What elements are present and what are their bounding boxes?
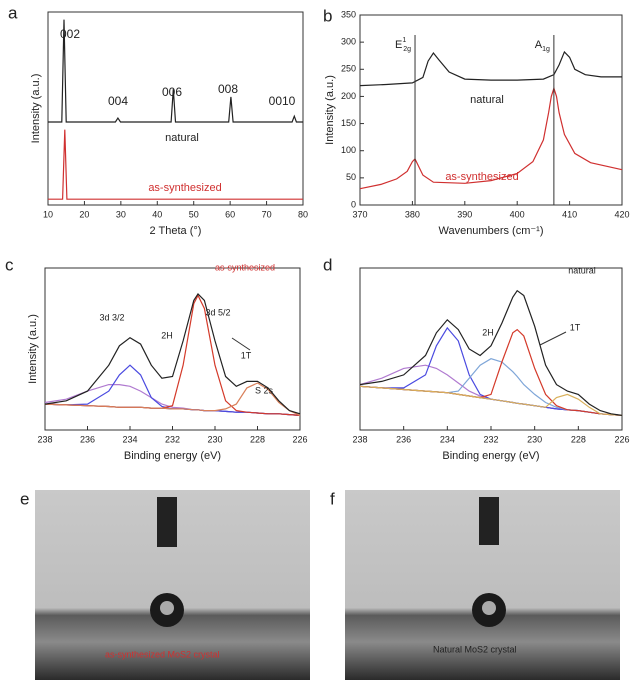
panel-label: d [323, 255, 332, 274]
annotation: S 2s [255, 385, 274, 395]
plot-frame [359, 267, 623, 431]
x-axis-label: Binding energy (eV) [442, 450, 539, 462]
photo-caption: as-synthesized MoS2 crystal [105, 649, 220, 659]
photo-f: f Natural MoS2 crystal [330, 489, 620, 680]
y-tick-label: 150 [341, 118, 356, 128]
series-line [44, 294, 301, 416]
marker-label-main: A [535, 39, 543, 51]
marker-label-sup: 1 [402, 37, 406, 44]
annotation: 1T [570, 322, 581, 332]
y-axis-label: Intensity (a.u.) [30, 74, 42, 144]
marker-label-main: E [395, 39, 402, 51]
marker-label-sub: 1g [542, 46, 550, 53]
series-line [359, 50, 622, 87]
panel-label: f [330, 489, 335, 508]
marker-label: E1 2g [395, 37, 411, 53]
y-tick-label: 300 [341, 37, 356, 47]
x-tick-label: 226 [292, 434, 307, 444]
series-line [44, 292, 301, 415]
photo-caption: Natural MoS2 crystal [433, 644, 517, 654]
x-tick-label: 238 [352, 434, 367, 444]
x-tick-label: 230 [527, 434, 542, 444]
plot-frame [359, 14, 623, 206]
annotation: 006 [162, 85, 182, 99]
annotation: 002 [60, 27, 80, 41]
marker-label: A1g [535, 39, 550, 53]
x-tick-label: 410 [562, 209, 577, 219]
annotation: 1T [241, 350, 252, 360]
series-line [359, 385, 623, 416]
x-tick-label: 232 [483, 434, 498, 444]
droplet-highlight [482, 601, 496, 615]
y-tick-label: 200 [341, 91, 356, 101]
x-tick-label: 80 [298, 209, 308, 219]
y-tick-label: 0 [351, 199, 356, 209]
annotation: 3d 3/2 [99, 312, 124, 322]
x-tick-label: 50 [189, 209, 199, 219]
annotation: 2H [161, 330, 173, 340]
arrow [539, 331, 567, 346]
x-axis-label: 2 Theta (°) [150, 225, 202, 237]
y-tick-label: 350 [341, 9, 356, 19]
x-axis-label: Wavenumbers (cm⁻¹) [438, 225, 543, 237]
series-line [48, 129, 303, 200]
photo-e: e as-synthesized MoS2 crystal [20, 489, 310, 680]
y-axis-label: Intensity (a.u.) [27, 314, 39, 384]
x-tick-label: 228 [571, 434, 586, 444]
droplet-highlight [160, 601, 174, 615]
panel-label: a [8, 3, 18, 22]
series-label: as-synthesized [445, 171, 518, 183]
x-tick-label: 234 [122, 434, 137, 444]
series-label: as-synthesized [148, 182, 221, 194]
needle [479, 497, 499, 545]
annotation: 008 [218, 82, 238, 96]
x-tick-label: 232 [165, 434, 180, 444]
series-label: natural [470, 94, 504, 106]
annotation: as-synthesized [215, 262, 275, 272]
y-axis-label: Intensity (a.u.) [324, 75, 336, 145]
needle [157, 497, 177, 547]
x-tick-label: 390 [457, 209, 472, 219]
x-tick-label: 230 [207, 434, 222, 444]
x-tick-label: 40 [152, 209, 162, 219]
x-tick-label: 420 [614, 209, 629, 219]
x-tick-label: 236 [80, 434, 95, 444]
arrow [231, 337, 251, 351]
annotation: 2H [482, 327, 494, 337]
x-tick-label: 226 [614, 434, 629, 444]
x-tick-label: 234 [440, 434, 455, 444]
x-tick-label: 10 [43, 209, 53, 219]
y-tick-label: 250 [341, 64, 356, 74]
annotation: 0010 [269, 94, 296, 108]
series-line [359, 364, 623, 416]
series-line [359, 358, 623, 416]
plot-frame [47, 11, 304, 206]
y-tick-label: 100 [341, 145, 356, 155]
panel-label: c [5, 255, 14, 274]
x-tick-label: 238 [37, 434, 52, 444]
marker-label-sub: 2g [403, 46, 411, 53]
annotation: natural [568, 265, 596, 275]
x-tick-label: 236 [396, 434, 411, 444]
x-tick-label: 400 [510, 209, 525, 219]
x-tick-label: 370 [352, 209, 367, 219]
x-tick-label: 30 [116, 209, 126, 219]
series-line [44, 382, 301, 416]
annotation: 004 [108, 94, 128, 108]
x-tick-label: 20 [79, 209, 89, 219]
x-tick-label: 70 [262, 209, 272, 219]
series-line [48, 19, 303, 123]
x-axis-label: Binding energy (eV) [124, 450, 221, 462]
panel-label: b [323, 6, 332, 25]
x-tick-label: 60 [225, 209, 235, 219]
x-tick-label: 228 [250, 434, 265, 444]
y-tick-label: 50 [346, 172, 356, 182]
series-line [359, 289, 623, 416]
annotation: 3d 5/2 [205, 307, 230, 317]
series-label: natural [165, 132, 199, 144]
x-tick-label: 380 [405, 209, 420, 219]
series-line [359, 86, 623, 190]
panel-label: e [20, 489, 29, 508]
